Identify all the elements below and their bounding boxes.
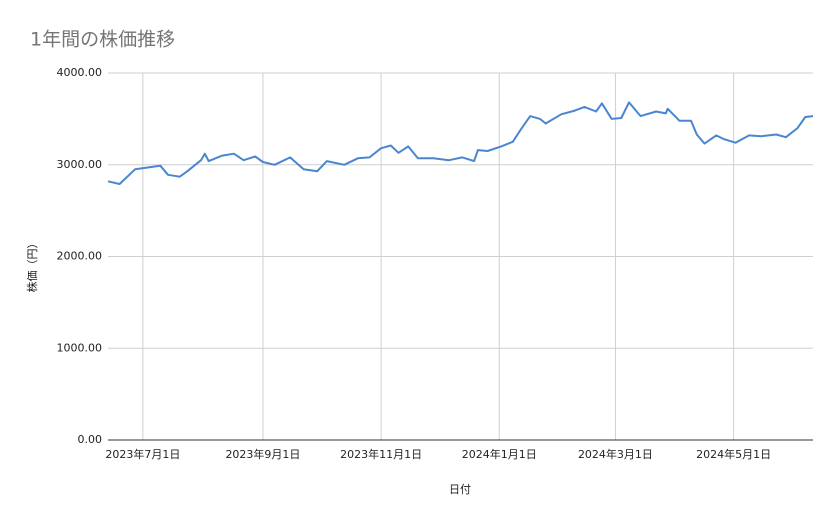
y-tick-label: 2000.00: [57, 250, 103, 263]
y-tick-label: 4000.00: [57, 66, 103, 79]
y-axis-label: 株価（円）: [25, 238, 39, 293]
y-tick-label: 0.00: [78, 433, 103, 446]
x-tick-label: 2023年11月1日: [340, 447, 422, 461]
chart-title: 1年間の株価推移: [30, 29, 175, 51]
x-tick-label: 2024年1月1日: [462, 447, 537, 461]
x-tick-label: 2023年7月1日: [105, 447, 180, 461]
x-tick-label: 2024年5月1日: [696, 447, 771, 461]
x-axis-label: 日付: [449, 483, 471, 496]
x-tick-label: 2024年3月1日: [578, 447, 653, 461]
y-tick-label: 1000.00: [57, 341, 103, 354]
price-line: [107, 101, 814, 185]
y-tick-label: 3000.00: [57, 158, 103, 171]
x-tick-label: 2023年9月1日: [225, 447, 300, 461]
